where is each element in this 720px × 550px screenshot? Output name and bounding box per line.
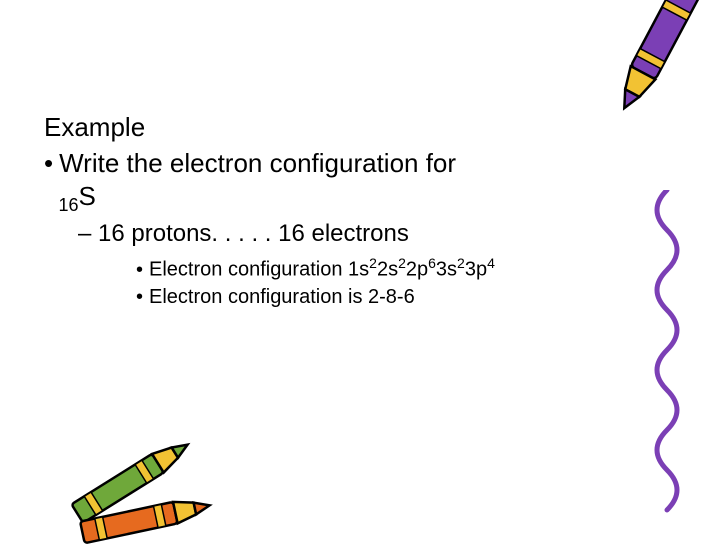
- bullet-dot: •: [136, 259, 143, 281]
- bullet-level-2: – 16 protons. . . . . 16 electrons: [78, 220, 644, 248]
- ec-sup: 2: [369, 255, 377, 271]
- bullet-level-1: •Write the electron configuration for 16…: [44, 147, 644, 216]
- element-symbol: S: [78, 181, 95, 211]
- slide-title: Example: [44, 112, 644, 143]
- bullet1-text: Write the electron configuration for: [59, 148, 456, 178]
- crayon-decoration-top-right: [596, 0, 716, 142]
- bullet-level-3b: • Electron configuration is 2-8-6: [136, 284, 644, 311]
- ec-orb: 3s: [436, 259, 457, 281]
- slide-content: Example •Write the electron configuratio…: [44, 112, 644, 311]
- bullet-level-3a: •Electron configuration 1s22s22p63s23p4: [136, 254, 644, 284]
- ec-prefix: Electron configuration 1s: [149, 259, 369, 281]
- ec-sup: 6: [428, 255, 436, 271]
- ec-orb: 2s: [377, 259, 398, 281]
- ec-sup: 2: [398, 255, 406, 271]
- ec-sup: 4: [487, 255, 495, 271]
- crayon-decoration-bottom-left: [56, 420, 256, 550]
- bullet-dot: •: [44, 148, 53, 178]
- ec-orb: 3p: [465, 259, 487, 281]
- ec-shell: Electron configuration is 2-8-6: [149, 286, 415, 308]
- ec-orb: 2p: [406, 259, 428, 281]
- atomic-number-sub: 16: [58, 195, 78, 215]
- bullet-dot: •: [136, 286, 143, 308]
- ec-sup: 2: [457, 255, 465, 271]
- squiggle-decoration: [642, 190, 692, 520]
